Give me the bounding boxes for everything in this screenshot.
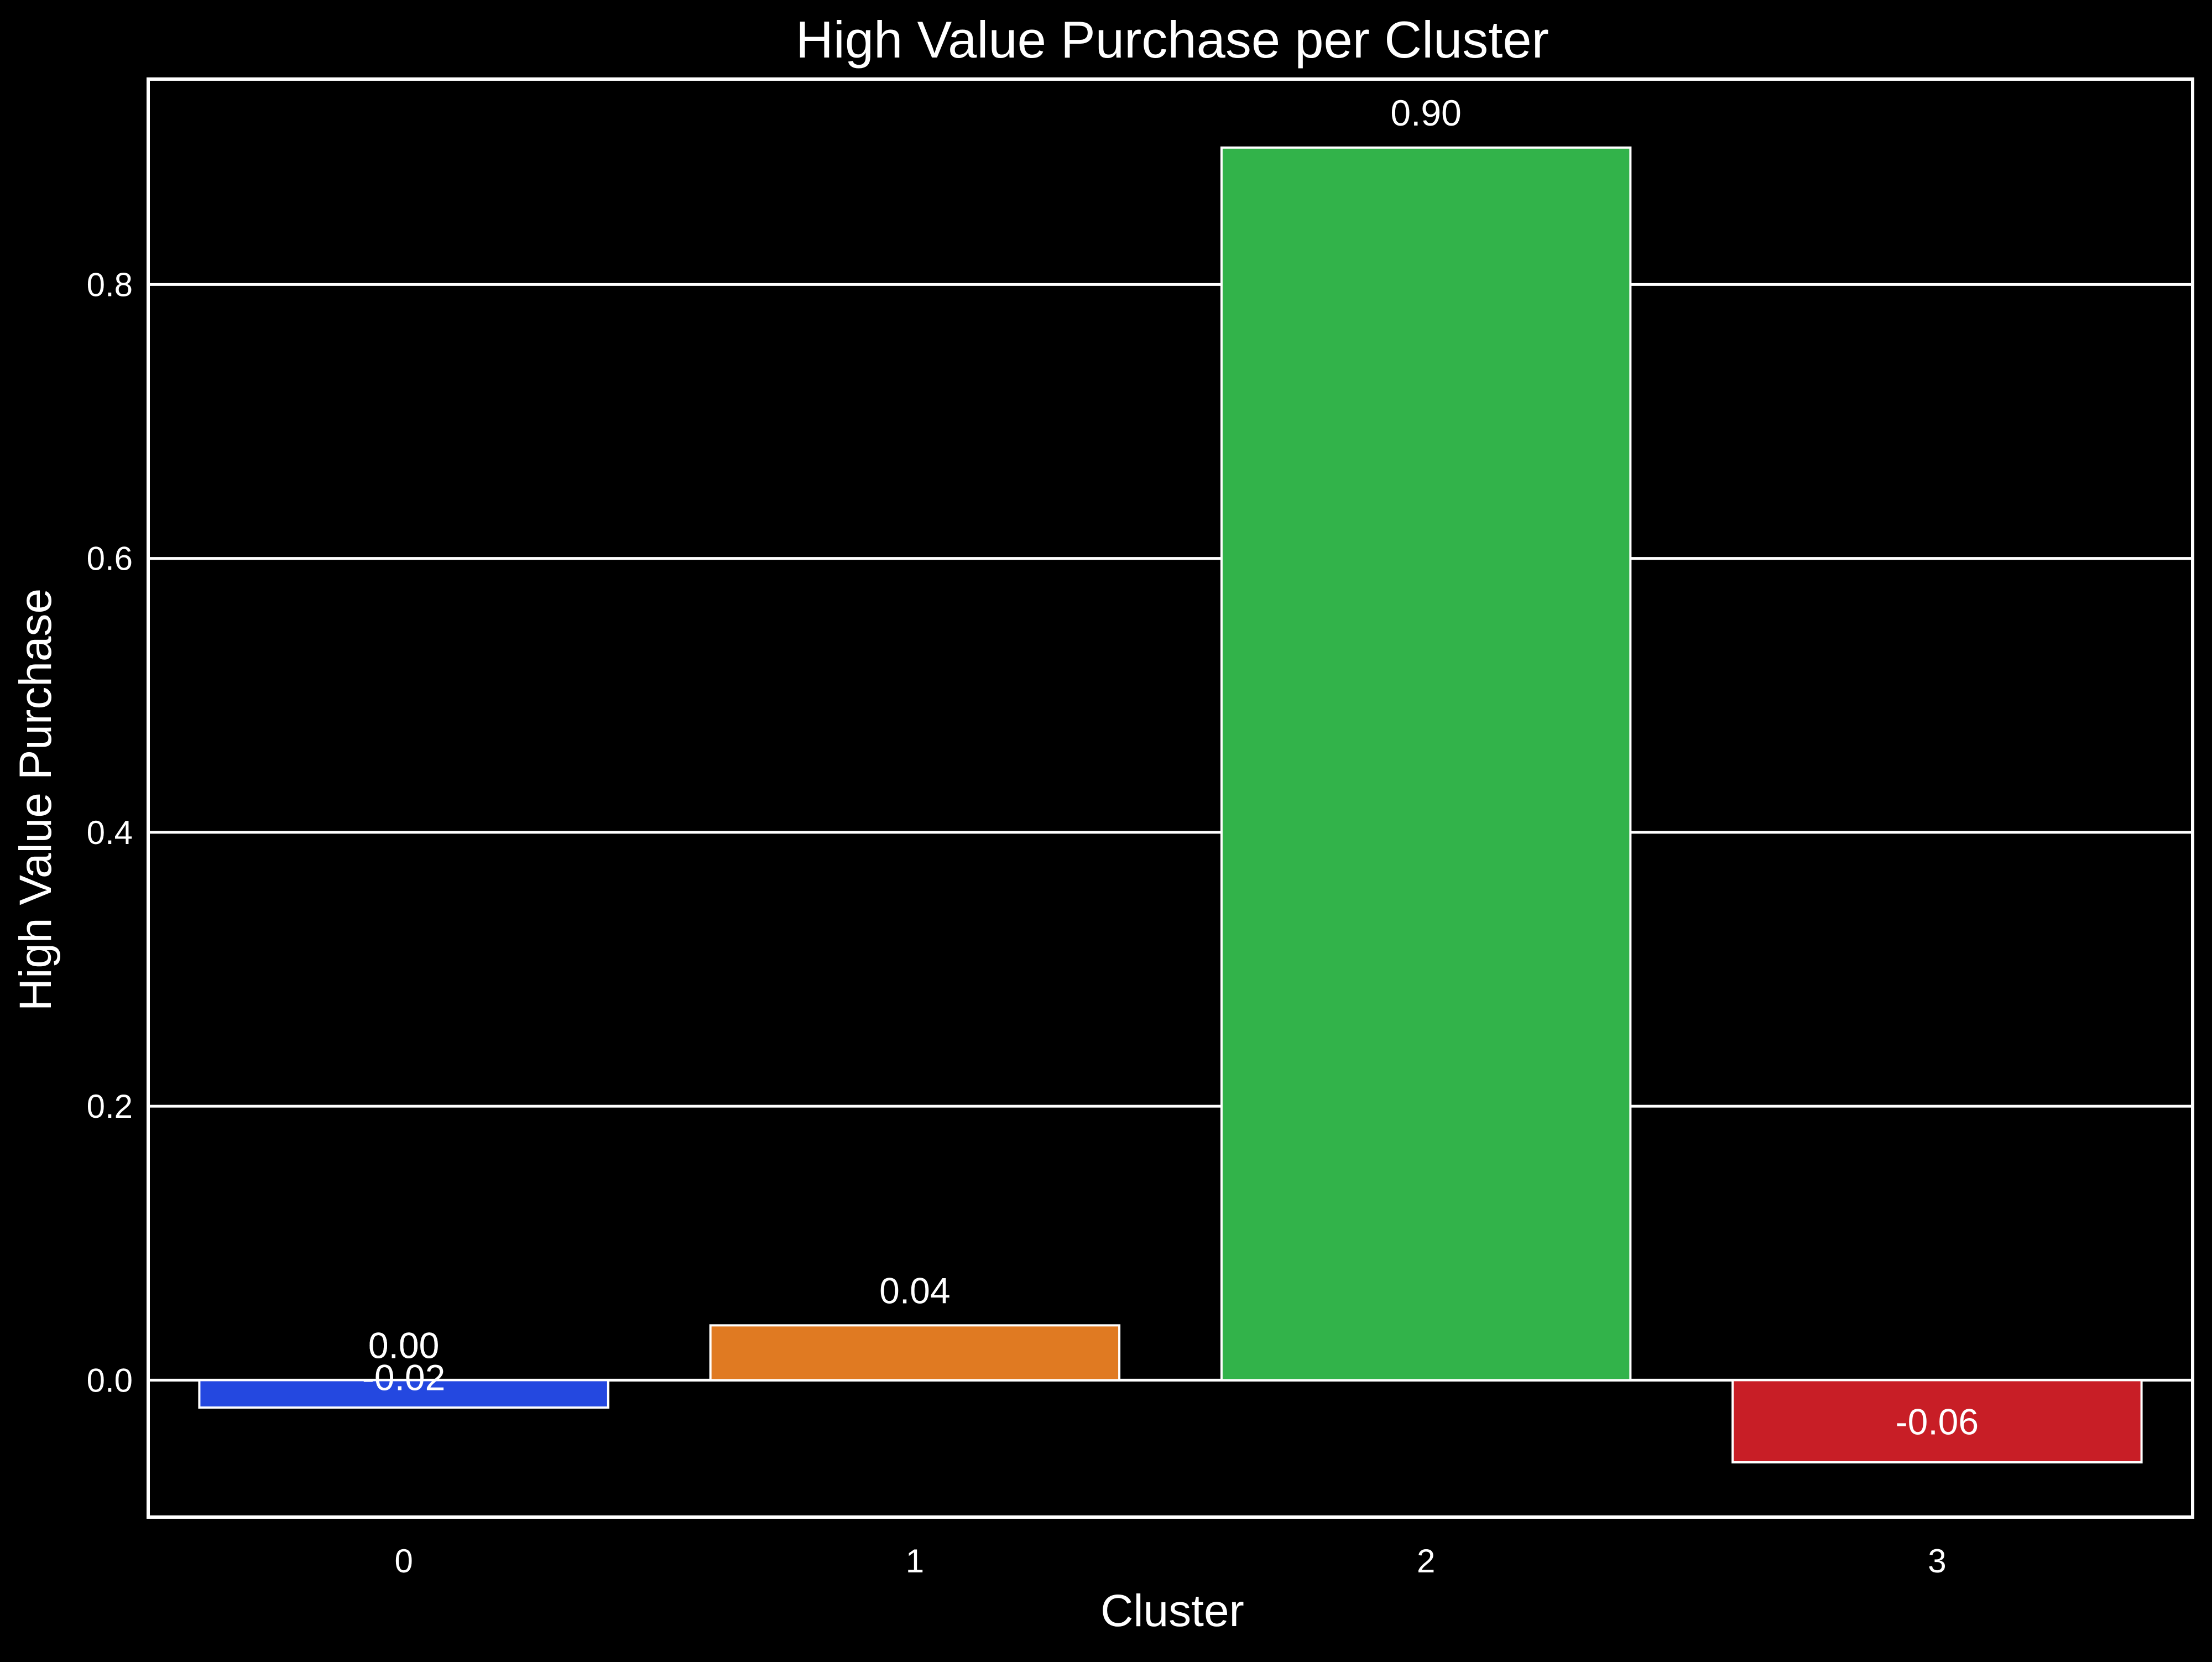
y-tick-label: 0.8 xyxy=(87,266,133,303)
bar-cluster-0 xyxy=(198,1379,609,1409)
y-tick-labels: 0.0 0.2 0.4 0.6 0.8 xyxy=(87,266,133,1399)
bars xyxy=(198,146,2143,1463)
y-axis-label: High Value Purchase xyxy=(11,588,61,1011)
data-label: -0.02 xyxy=(362,1357,445,1398)
chart-title: High Value Purchase per Cluster xyxy=(796,11,1549,69)
data-label: 0.90 xyxy=(1390,92,1461,133)
y-tick-label: 0.0 xyxy=(87,1362,133,1399)
x-tick-labels: 0 1 2 3 xyxy=(394,1543,1946,1580)
x-tick-label: 0 xyxy=(394,1543,413,1580)
x-tick-label: 3 xyxy=(1928,1543,1946,1580)
bar-cluster-1 xyxy=(709,1324,1121,1382)
y-tick-label: 0.6 xyxy=(87,540,133,577)
x-tick-label: 1 xyxy=(906,1543,924,1580)
data-labels: 0.000.00-0.020.040.90-0.06 xyxy=(362,92,1979,1442)
y-tick-label: 0.4 xyxy=(87,814,133,851)
data-label: 0.00 xyxy=(368,1325,439,1366)
x-tick-label: 2 xyxy=(1417,1543,1435,1580)
bar-cluster-2 xyxy=(1220,146,1632,1382)
x-axis-label: Cluster xyxy=(1100,1586,1244,1636)
y-tick-label: 0.2 xyxy=(87,1088,133,1125)
plot-frame xyxy=(147,77,2194,1519)
data-label: 0.04 xyxy=(879,1270,950,1311)
bar-cluster-3 xyxy=(1731,1379,2143,1463)
data-label: 0.00 xyxy=(368,1325,439,1366)
data-label: -0.06 xyxy=(1896,1402,1979,1442)
